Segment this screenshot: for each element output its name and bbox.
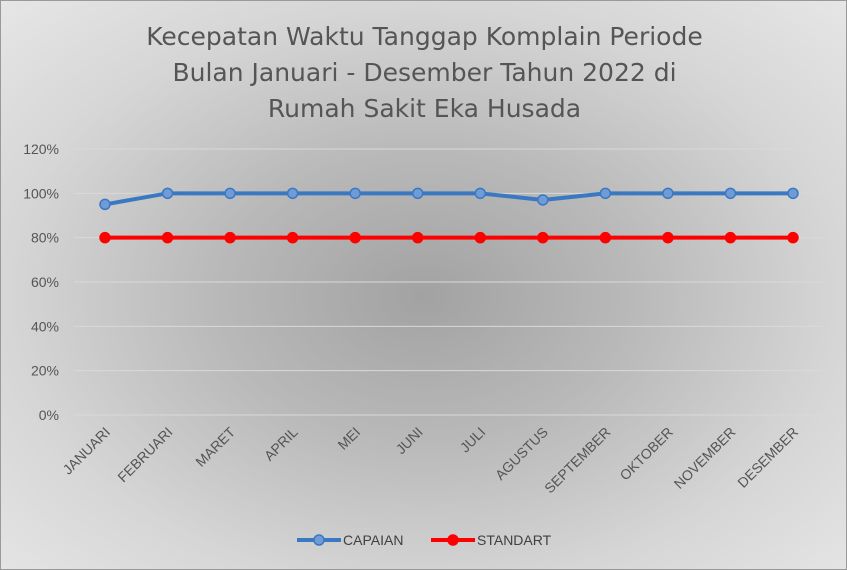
data-point-standart-3 (286, 231, 299, 244)
x-tick-label-3: APRIL (261, 424, 301, 464)
chart-title-line-1: Kecepatan Waktu Tanggap Komplain Periode (146, 22, 703, 51)
data-point-standart-0 (99, 231, 111, 244)
legend-marker-capaian (313, 534, 325, 546)
x-tick-label-0: JANUARI (59, 424, 113, 478)
data-point-standart-1 (161, 231, 174, 244)
data-point-standart-11 (787, 231, 799, 244)
y-tick-label-3: 60% (31, 274, 59, 290)
data-point-standart-7 (537, 231, 549, 244)
y-tick-label-1: 20% (31, 363, 59, 379)
data-point-capaian-8 (599, 187, 612, 200)
x-tick-label-8: SEPTEMBER (541, 424, 613, 496)
x-tick-label-4: MEI (334, 424, 363, 453)
chart-title-line-3: Rumah Sakit Eka Husada (267, 94, 582, 123)
y-tick-label-5: 100% (23, 185, 59, 201)
data-point-capaian-5 (411, 187, 424, 200)
legend-label-capaian: CAPAIAN (343, 532, 403, 548)
chart-title: Kecepatan Waktu Tanggap Komplain Periode… (1, 19, 847, 127)
data-point-capaian-0 (99, 198, 111, 211)
data-point-capaian-6 (474, 187, 487, 200)
data-point-standart-4 (349, 231, 361, 244)
x-tick-label-11: DESEMBER (734, 424, 801, 491)
data-point-standart-10 (724, 231, 737, 244)
data-point-standart-2 (224, 231, 236, 244)
data-point-capaian-11 (787, 187, 799, 200)
data-point-capaian-1 (161, 187, 174, 200)
y-tick-label-4: 80% (31, 230, 59, 246)
legend-label-standart: STANDART (477, 532, 552, 548)
data-point-capaian-2 (224, 187, 236, 200)
y-tick-label-6: 120% (23, 141, 59, 157)
y-tick-label-2: 40% (31, 318, 59, 334)
y-tick-label-0: 0% (39, 407, 59, 423)
x-tick-label-9: OKTOBER (616, 424, 676, 484)
x-tick-label-5: JUNI (393, 424, 426, 457)
data-point-capaian-10 (724, 187, 737, 200)
data-point-capaian-7 (537, 194, 549, 206)
data-point-standart-9 (662, 231, 674, 244)
series-line-capaian (103, 191, 795, 207)
data-point-capaian-9 (662, 187, 674, 200)
x-tick-label-7: AGUSTUS (492, 424, 551, 483)
x-tick-label-2: MARET (192, 423, 238, 469)
x-tick-label-10: NOVEMBER (671, 424, 739, 492)
x-tick-label-6: JULI (457, 424, 489, 456)
legend-marker-standart (447, 534, 459, 546)
x-tick-label-1: FEBRUARI (114, 424, 175, 485)
data-point-capaian-3 (286, 187, 299, 200)
chart-title-line-2: Bulan Januari - Desember Tahun 2022 di (172, 58, 677, 87)
data-point-standart-8 (599, 231, 612, 244)
data-point-standart-5 (411, 231, 424, 244)
data-point-standart-6 (474, 231, 487, 244)
data-point-capaian-4 (349, 187, 361, 200)
